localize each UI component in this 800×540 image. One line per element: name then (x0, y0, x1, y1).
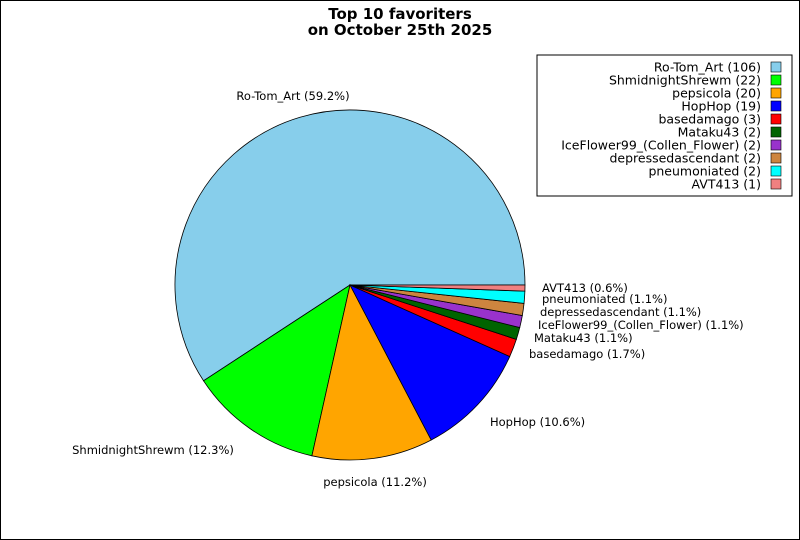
legend-swatch (770, 113, 782, 125)
legend-entry-label: IceFlower99_(Collen_Flower) (2) (561, 138, 761, 153)
legend-entry-label: Ro-Tom_Art (106) (654, 60, 761, 75)
legend-swatch (770, 152, 782, 164)
slice-label: pepsicola (11.2%) (323, 475, 427, 489)
legend-entry-label: ShmidnightShrewm (22) (609, 73, 761, 88)
pie-slice-shmidnightshrewm (202, 284, 351, 457)
slice-label: pneumoniated (1.1%) (542, 292, 667, 306)
pie-slice-pepsicola (311, 283, 432, 461)
pie-slices (174, 109, 526, 461)
slice-label: ShmidnightShrewm (12.3%) (72, 443, 234, 457)
legend-entry-label: HopHop (19) (681, 99, 761, 114)
legend-swatch (770, 100, 782, 112)
legend-entry-label: Mataku43 (2) (678, 125, 761, 140)
legend-swatch (770, 87, 782, 99)
pie-slice-avt413 (349, 284, 526, 292)
slice-labels: Ro-Tom_Art (59.2%) ShmidnightShrewm (12.3… (72, 89, 744, 489)
legend-entry-label: AVT413 (1) (692, 177, 761, 192)
pie-slice-hophop (349, 284, 511, 441)
legend-swatch (770, 126, 782, 138)
slice-label: HopHop (10.6%) (490, 415, 585, 429)
legend-box (536, 54, 793, 197)
legend-swatch (770, 61, 782, 73)
legend-entry-label: basedamago (3) (659, 112, 762, 127)
legend-swatch (770, 139, 782, 151)
legend-swatch (770, 74, 782, 86)
legend-entry-label: pneumoniated (2) (648, 164, 761, 179)
pie-slice-ro-tom-art (174, 109, 526, 382)
legend-swatch (770, 178, 782, 190)
legend-entry-label: pepsicola (20) (672, 86, 761, 101)
legend-swatch (770, 165, 782, 177)
slice-label: Ro-Tom_Art (59.2%) (236, 89, 349, 103)
slice-label: basedamago (1.7%) (529, 347, 645, 361)
slice-label: depressedascendant (1.1%) (540, 305, 701, 319)
chart-title-line-2: on October 25th 2025 (308, 21, 493, 39)
slice-label: IceFlower99_(Collen_Flower) (1.1%) (538, 318, 744, 332)
slice-label: Mataku43 (1.1%) (534, 331, 633, 345)
slice-label: AVT413 (0.6%) (542, 281, 628, 295)
legend: Ro-Tom_Art (106)ShmidnightShrewm (22)pep… (536, 54, 793, 197)
chart-title-line-1: Top 10 favoriters (328, 5, 472, 23)
legend-entry-label: depressedascendant (2) (609, 151, 761, 166)
